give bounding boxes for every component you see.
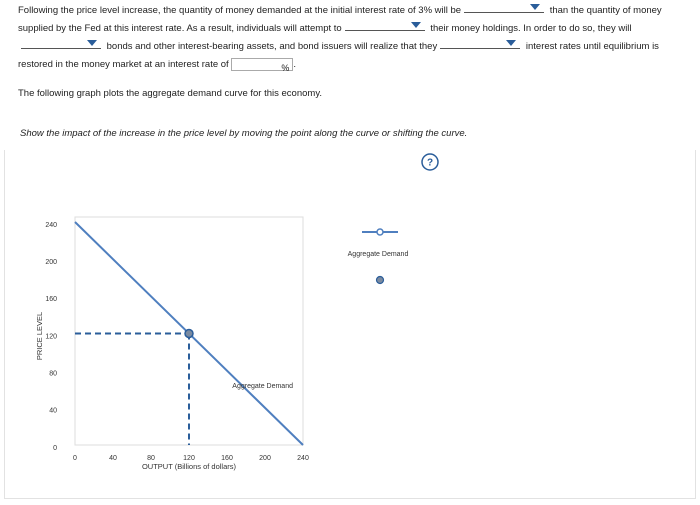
y-tick-label: 120 — [45, 333, 57, 340]
legend-marker — [376, 228, 384, 236]
period: . — [293, 59, 296, 70]
dropdown[interactable] — [21, 38, 101, 49]
x-axis-label: OUTPUT (Billions of dollars) — [142, 462, 237, 471]
instruction: Show the impact of the increase in the p… — [20, 128, 468, 139]
dropdown[interactable] — [464, 2, 545, 13]
y-tick-label: 200 — [45, 259, 57, 266]
y-tick-label: 0 — [53, 445, 57, 452]
curve-label: Aggregate Demand — [232, 383, 293, 390]
answer-input[interactable]: % — [231, 57, 294, 73]
x-tick-label: 80 — [147, 455, 155, 462]
dropdown[interactable] — [440, 38, 521, 49]
x-tick-label: 40 — [109, 455, 117, 462]
question-text: Following the price level increase, the … — [18, 5, 462, 16]
question: Following the price level increase, the … — [18, 2, 668, 74]
x-tick-label: 240 — [297, 455, 309, 462]
y-tick-label: 160 — [45, 296, 57, 303]
y-tick-label: 40 — [49, 408, 57, 415]
x-tick-label: 120 — [183, 455, 195, 462]
help-icon[interactable] — [421, 153, 439, 171]
help-text[interactable]: ? — [427, 158, 433, 169]
question-text: bonds and other interest-bearing assets,… — [106, 41, 438, 52]
equilibrium-point — [184, 328, 194, 339]
unit: % — [281, 62, 290, 73]
y-tick-label: 240 — [45, 222, 57, 229]
graph-intro: The following graph plots the aggregate … — [18, 88, 322, 99]
dropdown[interactable] — [344, 20, 425, 31]
legend-point — [375, 275, 385, 285]
legend-label: Aggregate Demand — [348, 251, 409, 258]
question-text: their money holdings. In order to do so,… — [430, 23, 632, 34]
x-tick-label: 200 — [259, 455, 271, 462]
y-axis-label: PRICE LEVEL — [35, 312, 44, 360]
x-tick-label: 160 — [221, 455, 233, 462]
question-text: interest rates until equilibrium is rest… — [18, 41, 659, 70]
x-tick-label: 0 — [73, 455, 77, 462]
y-tick-label: 80 — [49, 371, 57, 378]
question-text: than the quantity of money supplied by t… — [18, 5, 662, 34]
graph-panel — [4, 150, 696, 499]
